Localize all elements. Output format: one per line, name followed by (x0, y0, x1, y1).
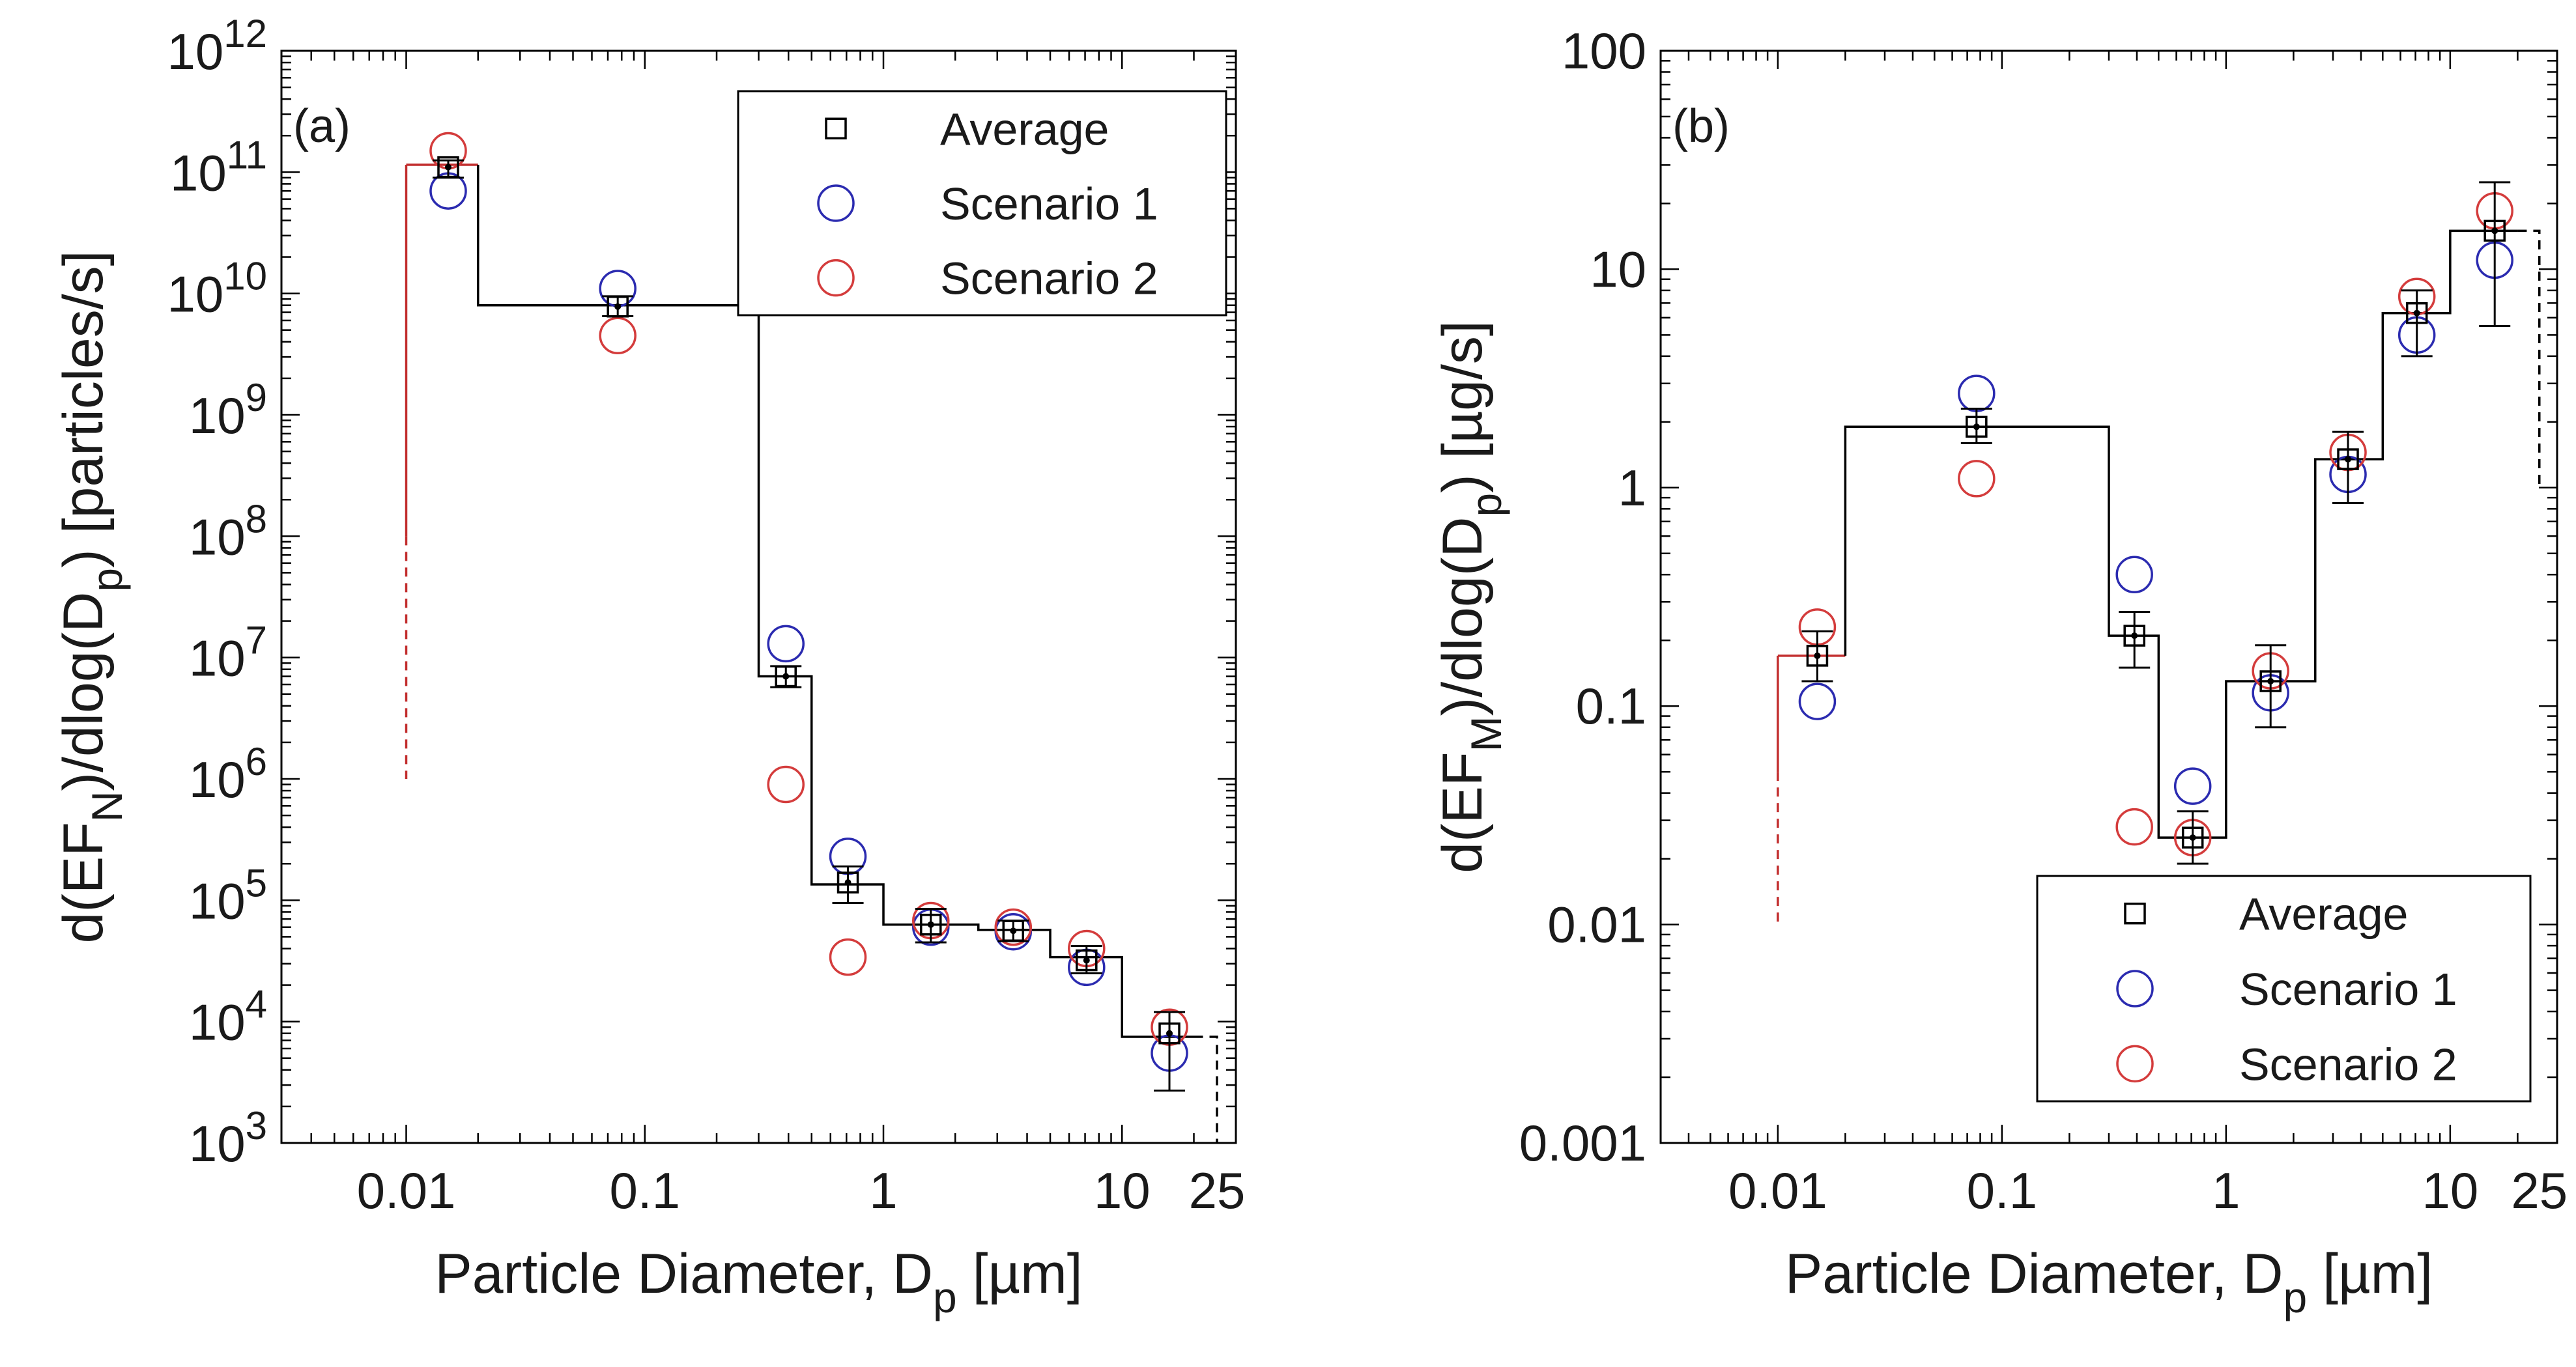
scenario-1-point (2115, 556, 2153, 594)
average-center-dot (782, 673, 790, 680)
average-point (1806, 645, 1829, 667)
x-axis-label: Particle Diameter, Dp [µm] (1785, 1243, 2433, 1321)
average-point (2405, 302, 2428, 324)
upper-extension-dashed (2517, 229, 2541, 488)
x-tick-label: 0.01 (357, 1162, 456, 1219)
y-tick-label: 1012 (167, 12, 267, 80)
scenario-2-point (994, 908, 1033, 946)
y-tick-label: 109 (189, 376, 267, 444)
x-tick-label: 10 (1094, 1162, 1151, 1219)
average-point (2123, 625, 2145, 647)
scenario-2-point (1958, 460, 1996, 498)
average-center-dot (2413, 309, 2420, 317)
average-center-dot (2345, 456, 2352, 463)
x-tick-label: 25 (2511, 1162, 2568, 1219)
average-point (1002, 920, 1025, 942)
scenario-2-point (767, 765, 805, 804)
average-center-dot (1166, 1030, 1173, 1037)
panel-a-chart: 103 104 105 106 107 108 109 1010 1011 1012 0.01 0.1… (52, 12, 1245, 1321)
average-point (1076, 949, 1098, 972)
average-point (1158, 1022, 1181, 1045)
upper-extension-dashed (1194, 1036, 1218, 1143)
average-center-dot (2189, 834, 2196, 841)
legend-box (737, 90, 1227, 317)
legend-box (2036, 875, 2532, 1103)
y-tick-label: 107 (189, 619, 267, 687)
y-tick-label: 0.001 (1519, 1114, 1646, 1172)
x-tick-label: 25 (1189, 1162, 1246, 1219)
y-tick-label: 100 (1562, 22, 1646, 79)
y-tick-label: 105 (189, 861, 267, 929)
x-tick-label: 0.1 (610, 1162, 680, 1219)
average-center-dot (1083, 957, 1090, 964)
y-tick-label: 106 (189, 740, 267, 808)
legend-marker-scenario-1 (817, 184, 855, 222)
scenario-2-point (599, 317, 637, 355)
legend-label: Average (940, 104, 1109, 154)
x-tick-label: 1 (869, 1162, 897, 1219)
average-center-dot (844, 879, 852, 886)
x-tick-label: 10 (2422, 1162, 2478, 1219)
scenario-1-point (1798, 683, 1837, 720)
average-point (2337, 448, 2359, 470)
y-tick-label: 1 (1618, 459, 1646, 516)
average-center-dot (2491, 227, 2498, 234)
legend-marker-average (2124, 902, 2146, 925)
y-tick-label: 103 (189, 1104, 267, 1172)
legend-label: Scenario 1 (2239, 964, 2457, 1015)
x-tick-label: 0.1 (1967, 1162, 2037, 1219)
y-tick-label: 1010 (167, 255, 267, 323)
average-point (437, 156, 459, 178)
step-line (477, 165, 1194, 1038)
y-tick-label: 10 (1590, 240, 1646, 298)
average-point (775, 665, 797, 688)
average-point (1966, 416, 1988, 438)
y-axis-label: d(EFN)/dlog(Dp) [particles/s] (52, 250, 131, 943)
legend-marker-scenario-2 (2116, 1045, 2154, 1083)
y-tick-label: 104 (189, 983, 267, 1051)
average-center-dot (1010, 927, 1017, 935)
x-axis-label: Particle Diameter, Dp [µm] (435, 1243, 1082, 1321)
x-tick-label: 0.01 (1728, 1162, 1827, 1219)
panel-label: (b) (1672, 100, 1730, 152)
average-center-dot (927, 921, 934, 928)
average-center-dot (614, 303, 622, 310)
average-point (607, 296, 629, 318)
average-center-dot (444, 163, 451, 171)
legend-label: Scenario 2 (2239, 1039, 2457, 1090)
average-point (2259, 670, 2282, 692)
legend-label: Average (2239, 889, 2408, 940)
average-point (2181, 826, 2204, 849)
scenario-1-point (2173, 767, 2212, 805)
y-axis-label: d(EFM)/dlog(Dp) [µg/s] (1431, 320, 1510, 873)
y-tick-label: 108 (189, 497, 267, 565)
scenario-2-point (829, 938, 867, 976)
legend-label: Scenario 2 (940, 253, 1158, 304)
scenario-2-point (2115, 808, 2153, 846)
legend-label: Scenario 1 (940, 178, 1158, 229)
panel-b-chart: 0.001 0.01 0.1 1 10 100 0.01 0.1 1 10 25 Particle D… (1431, 22, 2568, 1321)
y-tick-label: 0.1 (1576, 677, 1646, 735)
scenario-1-point (767, 625, 805, 663)
panel-label: (a) (293, 100, 351, 152)
y-tick-label: 1011 (170, 133, 267, 201)
x-tick-label: 1 (2212, 1162, 2240, 1219)
average-point (920, 913, 942, 936)
y-tick-label: 0.01 (1547, 896, 1646, 953)
average-point (837, 871, 859, 894)
average-center-dot (2131, 632, 2138, 640)
legend-marker-scenario-2 (817, 259, 855, 297)
average-center-dot (1973, 423, 1980, 430)
average-center-dot (2267, 677, 2274, 684)
average-center-dot (1814, 652, 1821, 659)
average-point (2483, 219, 2506, 242)
legend-marker-average (825, 117, 847, 140)
legend-marker-scenario-1 (2116, 970, 2154, 1008)
